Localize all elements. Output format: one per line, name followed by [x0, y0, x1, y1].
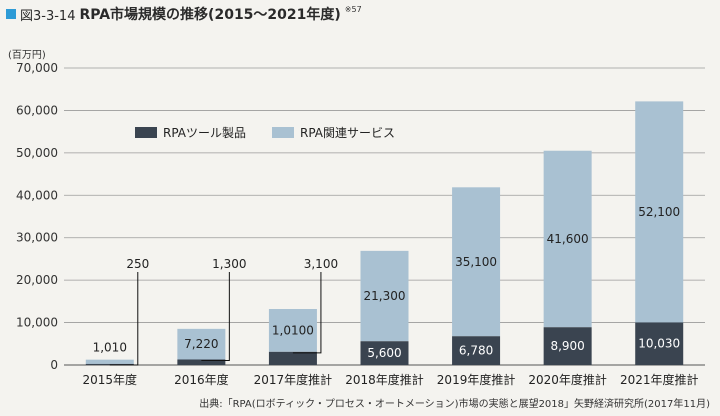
y-tick-label: 70,000 [16, 61, 58, 75]
bar-segment-tool [635, 322, 684, 365]
y-tick-label: 20,000 [16, 273, 58, 287]
bar-segment-tool [268, 351, 317, 365]
y-tick-label: 30,000 [16, 231, 58, 245]
x-tick-label: 2016年度 [174, 372, 229, 387]
data-label-service: 1,010 [93, 341, 127, 355]
y-tick-label: 50,000 [16, 146, 58, 160]
y-tick-label: 0 [50, 358, 58, 372]
x-tick-label: 2020年度推計 [528, 372, 607, 387]
legend-swatch-service [272, 127, 294, 138]
y-tick-label: 10,000 [16, 316, 58, 330]
data-label-tool: 5,600 [367, 346, 401, 360]
bar-segment-service [85, 359, 134, 364]
bar-segment-service [360, 250, 409, 342]
data-label-tool: 1,300 [212, 257, 246, 271]
y-axis-unit: (百万円) [8, 50, 46, 61]
data-label-tool: 8,900 [550, 339, 584, 353]
leader-line [109, 272, 139, 366]
data-label-tool: 3,100 [304, 257, 338, 271]
bar-segment-tool [452, 336, 501, 365]
data-label-service: 52,100 [638, 205, 680, 219]
bar-segment-tool [85, 363, 134, 365]
figure-title-row: 図3-3-14 RPA市場規模の推移(2015〜2021年度) ※57 [6, 4, 362, 24]
data-label-tool: 10,030 [638, 337, 680, 351]
leader-line [201, 272, 230, 361]
figure-title: RPA市場規模の推移(2015〜2021年度) [79, 7, 341, 23]
legend-label-service: RPA関連サービス [300, 126, 395, 140]
data-label-service: 1,0100 [272, 323, 314, 337]
x-tick-label: 2015年度 [83, 372, 138, 387]
bar-segment-service [268, 308, 317, 352]
data-label-service: 35,100 [455, 255, 497, 269]
bar-segment-service [452, 187, 501, 337]
bar-segment-tool [360, 341, 409, 365]
figure-number: 図3-3-14 [20, 8, 76, 24]
bar-segment-service [177, 328, 226, 360]
source-citation: 出典:「RPA(ロボティック・プロセス・オートメーション)市場の実態と展望201… [199, 399, 710, 410]
legend-swatch-tool [135, 127, 157, 138]
legend-label-tool: RPAツール製品 [163, 126, 246, 140]
x-tick-label: 2018年度推計 [345, 372, 424, 387]
data-label-service: 21,300 [364, 289, 406, 303]
y-tick-label: 60,000 [16, 103, 58, 117]
bar-segment-service [543, 150, 592, 328]
figure-footnote-ref: ※57 [344, 5, 362, 14]
bar-segment-tool [177, 359, 226, 365]
data-label-tool: 250 [126, 257, 149, 271]
x-tick-label: 2021年度推計 [620, 372, 699, 387]
data-label-service: 41,600 [547, 232, 589, 246]
y-tick-label: 40,000 [16, 188, 58, 202]
title-marker-square [6, 9, 16, 19]
x-tick-label: 2017年度推計 [254, 372, 333, 387]
leader-line [292, 272, 322, 354]
x-tick-label: 2019年度推計 [437, 372, 516, 387]
data-label-tool: 6,780 [459, 344, 493, 358]
data-label-service: 7,220 [184, 337, 218, 351]
bar-segment-tool [543, 327, 592, 365]
bar-segment-service [635, 101, 684, 323]
